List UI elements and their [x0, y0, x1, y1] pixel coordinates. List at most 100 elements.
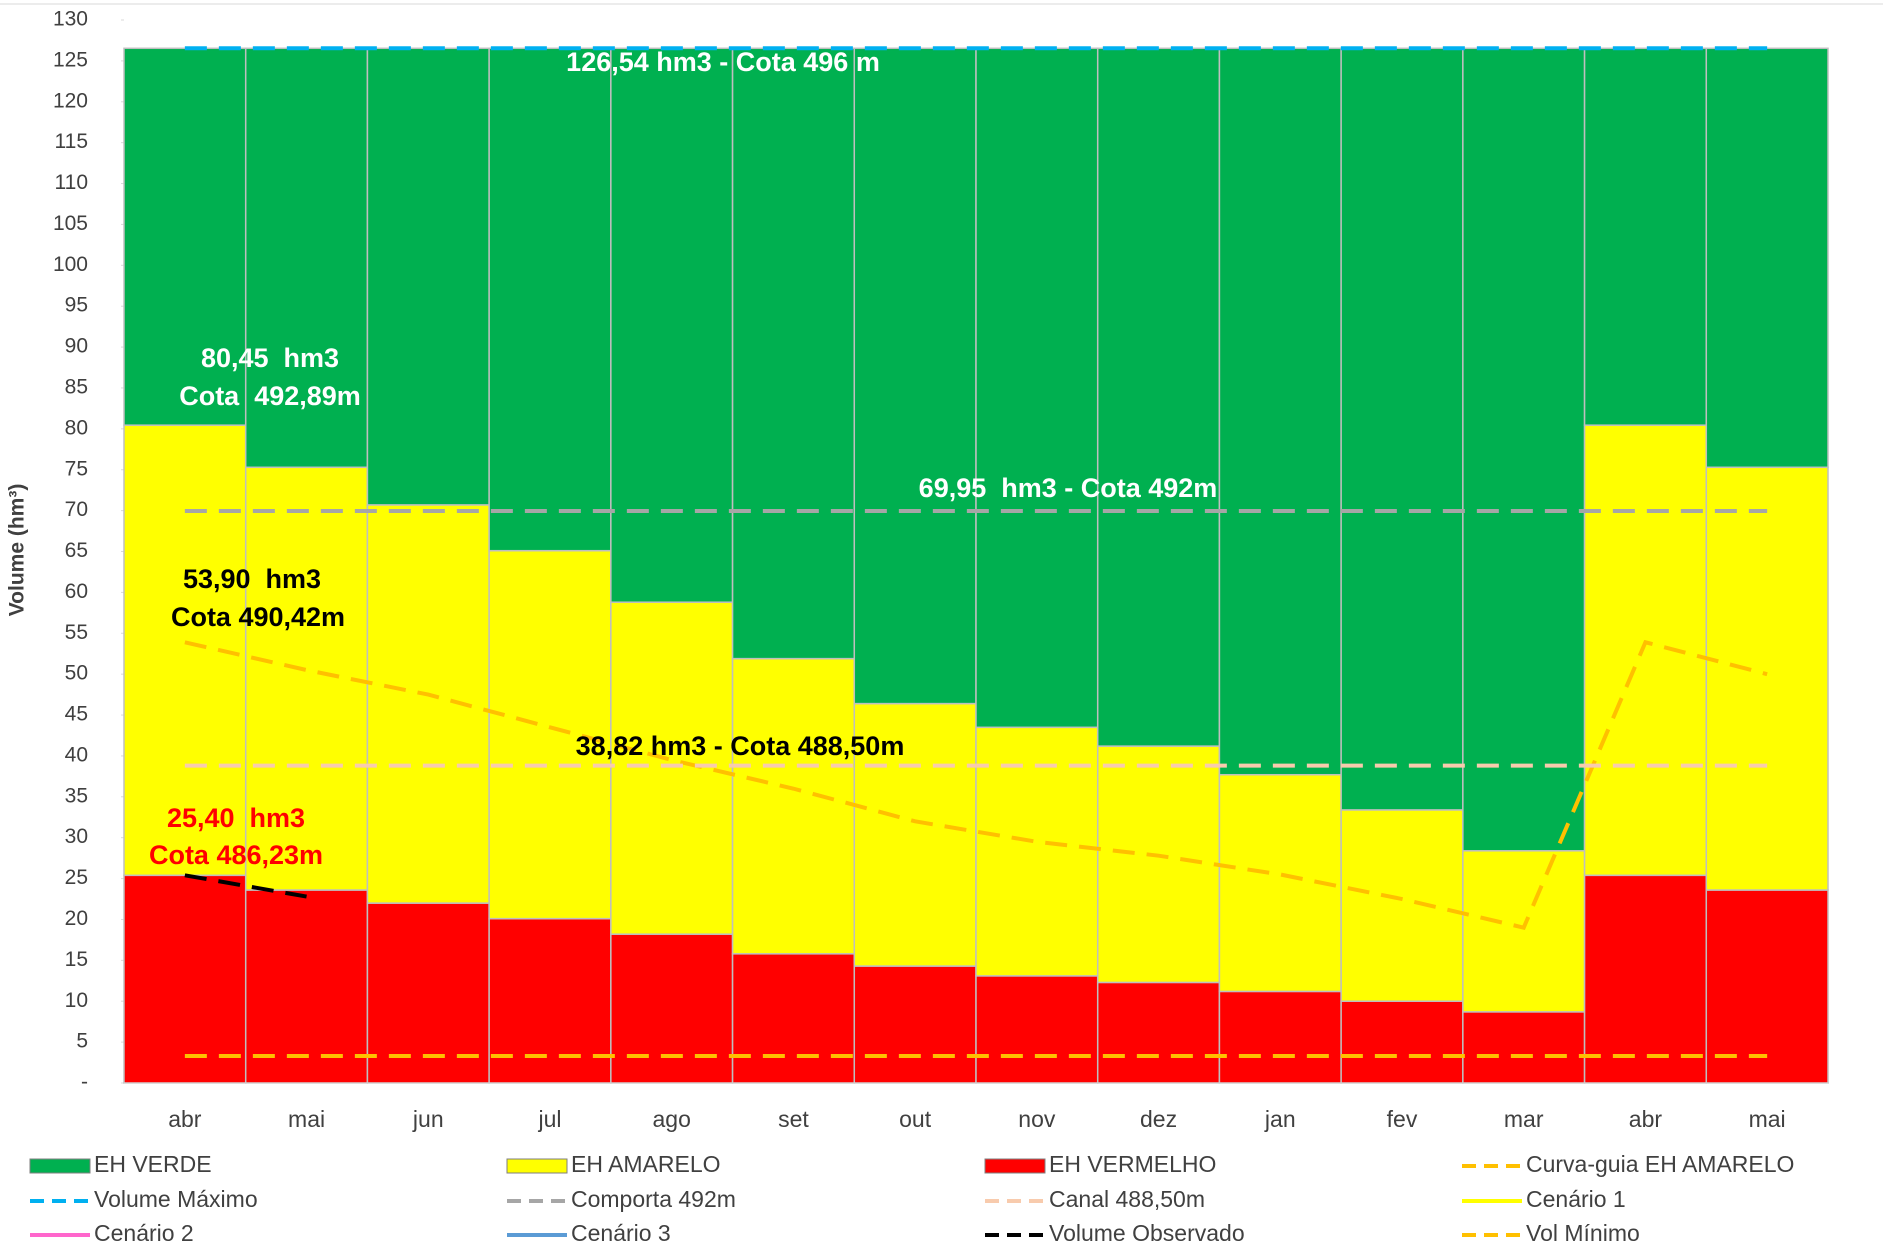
bar-segment [731, 47, 856, 660]
x-tick-label: fev [1387, 1106, 1418, 1132]
bar-segment [975, 975, 1099, 1084]
legend-swatch [506, 1158, 568, 1174]
y-tick-label: 40 [65, 743, 88, 766]
annotation: Cota 486,23m [149, 840, 323, 870]
bar-segment [1340, 47, 1464, 811]
bar-segment [853, 47, 977, 705]
legend-label: Cenário 2 [94, 1220, 194, 1246]
legend-label: Vol Mínimo [1526, 1220, 1640, 1246]
bar-segment [1462, 1011, 1586, 1084]
bar-segment [1583, 47, 1708, 426]
annotation: Cota 492,89m [179, 381, 361, 411]
bar-segment [610, 601, 734, 935]
annotation: 25,40 hm3 [167, 803, 305, 833]
bar-segment [975, 726, 1099, 977]
annotation: 80,45 hm3 [201, 343, 339, 373]
x-tick-label: ago [653, 1106, 691, 1132]
y-tick-label: 100 [53, 253, 88, 276]
annotation: 53,90 hm3 [183, 564, 321, 594]
bar-segment [366, 47, 490, 506]
legend-label: Curva-guia EH AMARELO [1526, 1151, 1794, 1177]
x-tick-label: mai [1749, 1106, 1786, 1132]
bar-segment [1218, 990, 1342, 1084]
x-tick-label: jul [537, 1106, 561, 1132]
bar-segment [1705, 466, 1829, 891]
bar-segment [1218, 47, 1342, 776]
bar-segment [123, 47, 247, 426]
x-tick-label: abr [1629, 1106, 1663, 1132]
y-tick-label: 60 [65, 580, 88, 603]
legend-label: Cenário 1 [1526, 1186, 1626, 1212]
bar-segment [731, 953, 856, 1084]
y-tick-label: 50 [65, 662, 88, 685]
y-axis-label: Volume (hm³) [6, 484, 29, 617]
y-tick-label: 120 [53, 89, 88, 112]
x-tick-label: mar [1504, 1106, 1544, 1132]
y-tick-label: 65 [65, 539, 88, 562]
bar-segment [975, 47, 1099, 729]
x-tick-label: jun [412, 1106, 444, 1132]
bar-segment [244, 47, 369, 469]
y-tick-label: 110 [55, 171, 88, 194]
annotation: Cota 490,42m [171, 602, 345, 632]
y-tick-label: 105 [53, 212, 88, 235]
legend-label: Cenário 3 [571, 1220, 671, 1246]
y-tick-label: - [81, 1071, 88, 1094]
bar-segment [1583, 424, 1708, 877]
y-tick-label: 90 [65, 335, 88, 358]
y-tick-label: 55 [65, 621, 88, 644]
y-tick-label: 20 [65, 907, 88, 930]
legend-label: Volume Observado [1049, 1220, 1245, 1246]
y-tick-label: 75 [65, 457, 88, 480]
annotation: 38,82 hm3 - Cota 488,50m [576, 731, 905, 761]
x-tick-label: abr [168, 1106, 202, 1132]
x-tick-label: jan [1264, 1106, 1296, 1132]
x-tick-label: nov [1018, 1106, 1056, 1132]
y-tick-label: 85 [65, 376, 88, 399]
legend-label: Canal 488,50m [1049, 1186, 1205, 1212]
y-tick-label: 25 [65, 866, 88, 889]
bar-segment [1705, 889, 1829, 1084]
bar-segment [610, 933, 734, 1084]
line-series [184, 873, 307, 899]
bar-segment [1340, 809, 1464, 1002]
y-tick-label: 70 [65, 498, 88, 521]
y-tick-label: 10 [65, 989, 88, 1012]
legend-label: EH VERMELHO [1049, 1151, 1216, 1177]
y-tick-label: 125 [53, 48, 88, 71]
bar-segment [366, 902, 490, 1084]
bar-segment [853, 702, 977, 967]
x-tick-label: set [778, 1106, 809, 1132]
y-tick-label: 130 [53, 8, 88, 31]
y-tick-label: 95 [65, 294, 88, 317]
legend-swatch [984, 1158, 1046, 1174]
bar-segment [1705, 47, 1829, 469]
bar-segment [1340, 1000, 1464, 1084]
bar-segment [1096, 47, 1221, 747]
y-tick-label: 45 [65, 703, 88, 726]
bar-segment [488, 47, 612, 552]
y-tick-label: 30 [65, 825, 88, 848]
y-tick-label: 35 [65, 784, 88, 807]
x-tick-label: dez [1140, 1106, 1177, 1132]
bar-segment [1096, 981, 1221, 1084]
legend-label: EH VERDE [94, 1151, 212, 1177]
y-tick-label: 15 [65, 948, 88, 971]
bar-segment [1462, 850, 1586, 1013]
annotation: 69,95 hm3 - Cota 492m [919, 473, 1218, 503]
bar-segment [488, 917, 612, 1084]
legend-label: Volume Máximo [94, 1186, 258, 1212]
bar-segment [731, 657, 856, 955]
legend-label: Comporta 492m [571, 1186, 736, 1212]
legend-label: EH AMARELO [571, 1151, 721, 1177]
bar-segment [123, 874, 247, 1084]
x-tick-label: mai [288, 1106, 325, 1132]
bar-segment [488, 549, 612, 920]
x-tick-label: out [899, 1106, 932, 1132]
legend-swatch [29, 1158, 91, 1174]
bar-segment [244, 889, 369, 1084]
y-tick-label: 5 [76, 1030, 88, 1053]
annotation: 126,54 hm3 - Cota 496 m [566, 47, 880, 77]
bar-segment [1096, 745, 1221, 984]
